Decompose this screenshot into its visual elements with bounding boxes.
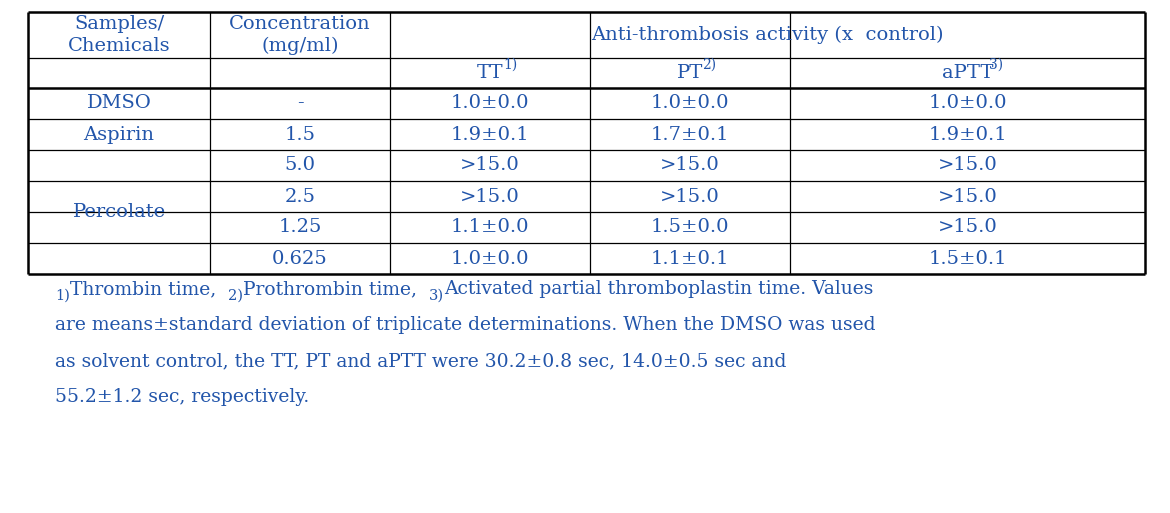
Text: 1): 1): [503, 58, 517, 72]
Text: aPTT: aPTT: [942, 64, 993, 82]
Text: TT: TT: [476, 64, 503, 82]
Text: 1.25: 1.25: [278, 219, 322, 236]
Text: DMSO: DMSO: [87, 94, 151, 112]
Text: Percolate: Percolate: [73, 203, 166, 221]
Text: Thrombin time,: Thrombin time,: [70, 280, 228, 298]
Text: >15.0: >15.0: [937, 156, 997, 174]
Text: 3): 3): [989, 58, 1003, 72]
Text: Concentration
(mg/ml): Concentration (mg/ml): [229, 15, 371, 55]
Text: Prothrombin time,: Prothrombin time,: [243, 280, 429, 298]
Text: -: -: [297, 94, 303, 112]
Text: 1.0±0.0: 1.0±0.0: [450, 94, 529, 112]
Text: Activated partial thromboplastin time. Values: Activated partial thromboplastin time. V…: [445, 280, 874, 298]
Text: 0.625: 0.625: [273, 249, 328, 267]
Text: >15.0: >15.0: [937, 187, 997, 206]
Text: 1.7±0.1: 1.7±0.1: [651, 126, 729, 144]
Text: are means±standard deviation of triplicate determinations. When the DMSO was use: are means±standard deviation of triplica…: [55, 316, 875, 334]
Text: 1.1±0.1: 1.1±0.1: [651, 249, 729, 267]
Text: 3): 3): [429, 289, 445, 303]
Text: 1.0±0.0: 1.0±0.0: [450, 249, 529, 267]
Text: >15.0: >15.0: [460, 156, 519, 174]
Text: Aspirin: Aspirin: [83, 126, 154, 144]
Text: >15.0: >15.0: [660, 187, 720, 206]
Text: as solvent control, the TT, PT and aPTT were 30.2±0.8 sec, 14.0±0.5 sec and: as solvent control, the TT, PT and aPTT …: [55, 352, 786, 370]
Text: Samples/
Chemicals: Samples/ Chemicals: [68, 15, 171, 55]
Text: Anti-thrombosis activity (x  control): Anti-thrombosis activity (x control): [591, 26, 944, 44]
Text: >15.0: >15.0: [460, 187, 519, 206]
Text: 55.2±1.2 sec, respectively.: 55.2±1.2 sec, respectively.: [55, 388, 309, 406]
Text: 1.0±0.0: 1.0±0.0: [928, 94, 1006, 112]
Text: 1.1±0.0: 1.1±0.0: [450, 219, 529, 236]
Text: 1.5±0.0: 1.5±0.0: [651, 219, 729, 236]
Text: 2.5: 2.5: [284, 187, 316, 206]
Text: >15.0: >15.0: [937, 219, 997, 236]
Text: 1.5: 1.5: [284, 126, 316, 144]
Text: 5.0: 5.0: [284, 156, 316, 174]
Text: 1.9±0.1: 1.9±0.1: [928, 126, 1007, 144]
Text: 1.9±0.1: 1.9±0.1: [450, 126, 529, 144]
Text: 1): 1): [55, 289, 70, 303]
Text: >15.0: >15.0: [660, 156, 720, 174]
Text: 2): 2): [228, 289, 243, 303]
Text: 1.5±0.1: 1.5±0.1: [928, 249, 1006, 267]
Text: 1.0±0.0: 1.0±0.0: [651, 94, 729, 112]
Text: 2): 2): [702, 58, 716, 72]
Text: PT: PT: [676, 64, 703, 82]
